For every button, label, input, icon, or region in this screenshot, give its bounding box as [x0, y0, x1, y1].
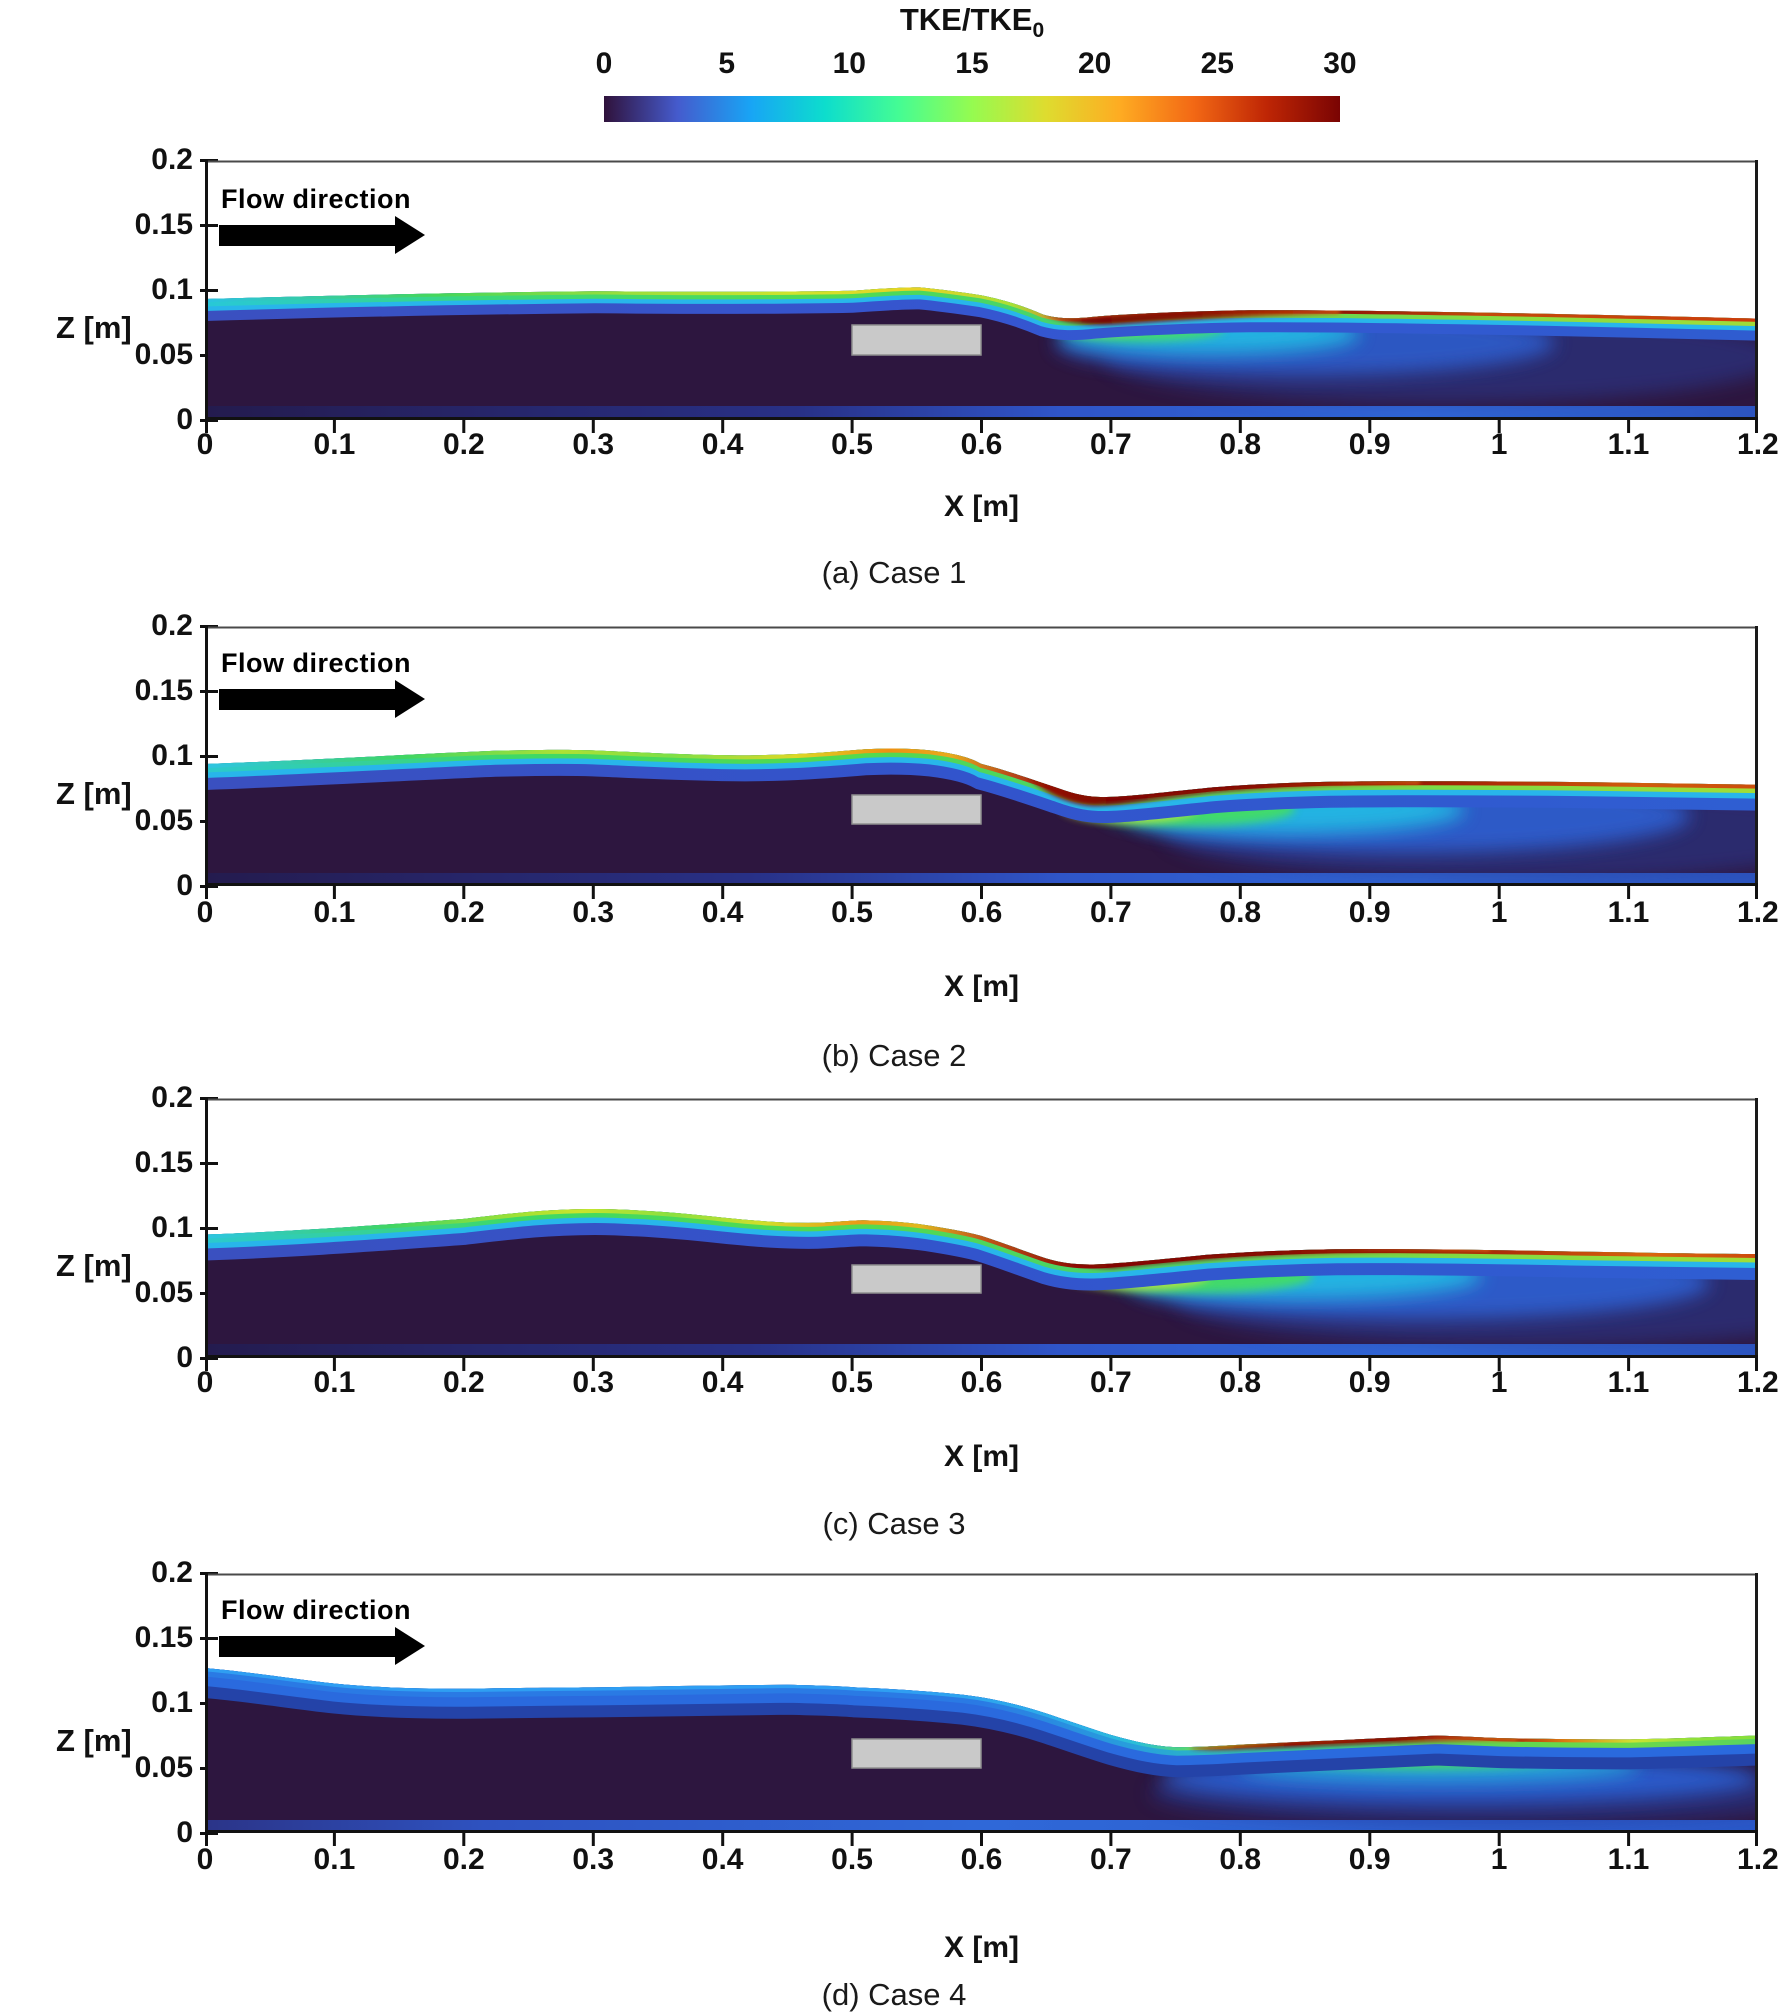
z-axis-label: Z [m] [56, 1248, 132, 1283]
x-tick-marks [205, 886, 1758, 899]
obstacle [851, 794, 982, 825]
high-tke-streak [1025, 774, 1420, 806]
contour-plot-case-1: Flow direction [205, 160, 1758, 434]
panel-caption: (c) Case 3 [822, 1506, 966, 1541]
z-axis-ticks: 0.2 0.15 0.1 0.05 0 [40, 609, 218, 902]
colorbar-gradient [604, 96, 1340, 123]
flow-direction-arrow [219, 216, 431, 254]
contour-canvas [205, 626, 1758, 899]
bottom-boundary-layer [205, 406, 1758, 418]
bottom-boundary-layer [205, 1344, 1758, 1356]
contour-plot-case-4: Flow direction [205, 1573, 1758, 1847]
flow-direction-label: Flow direction [221, 184, 412, 214]
z-axis-ticks: 0.2 0.15 0.1 0.05 0 [40, 1556, 218, 1849]
bottom-boundary-layer [205, 1820, 1758, 1831]
high-tke-streak [1190, 1735, 1517, 1750]
x-axis-label: X [m] [944, 490, 1019, 523]
colorbar-title-subscript: 0 [1032, 19, 1045, 43]
z-axis-label: Z [m] [56, 1723, 132, 1758]
x-axis-ticks: 0 0.1 0.2 0.3 0.4 0.5 0.6 0.7 0.8 0.9 1 1.1 1.2 [196, 1843, 1779, 1876]
z-axis-ticks: 0.2 0.15 0.1 0.05 0 [40, 1081, 218, 1374]
flow-direction-arrow [219, 680, 431, 718]
contour-canvas [205, 1098, 1758, 1371]
contour-canvas [205, 160, 1758, 433]
contour-canvas [205, 1573, 1758, 1846]
panel-caption: (b) Case 2 [821, 1038, 967, 1073]
contour-plot-case-2: Flow direction [205, 626, 1758, 900]
colorbar-title: TKE/TKE0 [899, 2, 1045, 43]
obstacle [851, 324, 982, 356]
flow-direction-label: Flow direction [221, 648, 412, 678]
flow-direction-label: Flow direction [221, 1595, 412, 1625]
x-axis-ticks: 0 0.1 0.2 0.3 0.4 0.5 0.6 0.7 0.8 0.9 1 1.1 1.2 [196, 428, 1779, 461]
x-axis-label: X [m] [944, 1931, 1019, 1964]
z-axis-label: Z [m] [56, 776, 132, 811]
obstacle [851, 1264, 982, 1294]
colorbar-tick-marks [604, 83, 1340, 96]
x-tick-marks [205, 1833, 1758, 1846]
panel-caption: (a) Case 1 [821, 555, 967, 590]
x-axis-ticks: 0 0.1 0.2 0.3 0.4 0.5 0.6 0.7 0.8 0.9 1 1.1 1.2 [196, 1366, 1779, 1399]
panel-caption: (d) Case 4 [821, 1977, 967, 2012]
z-axis-ticks: 0.2 0.15 0.1 0.05 0 [40, 143, 218, 436]
x-axis-label: X [m] [944, 1440, 1019, 1473]
high-tke-streak [1043, 309, 1340, 325]
x-axis-label: X [m] [944, 970, 1019, 1003]
z-axis-label: Z [m] [56, 310, 132, 345]
high-tke-streak [1020, 1240, 1490, 1269]
contour-plot-case-3 [205, 1098, 1758, 1372]
x-tick-marks [205, 420, 1758, 433]
flow-direction-arrow [219, 1627, 431, 1665]
x-tick-marks [205, 1358, 1758, 1371]
colorbar-tick-labels: 0 5 10 15 20 25 30 [595, 47, 1357, 81]
colorbar: TKE/TKE0 0 5 10 15 20 25 30 [595, 2, 1357, 123]
bottom-boundary-layer [205, 873, 1758, 884]
obstacle [851, 1738, 982, 1769]
x-axis-ticks: 0 0.1 0.2 0.3 0.4 0.5 0.6 0.7 0.8 0.9 1 1.1 1.2 [196, 896, 1779, 929]
